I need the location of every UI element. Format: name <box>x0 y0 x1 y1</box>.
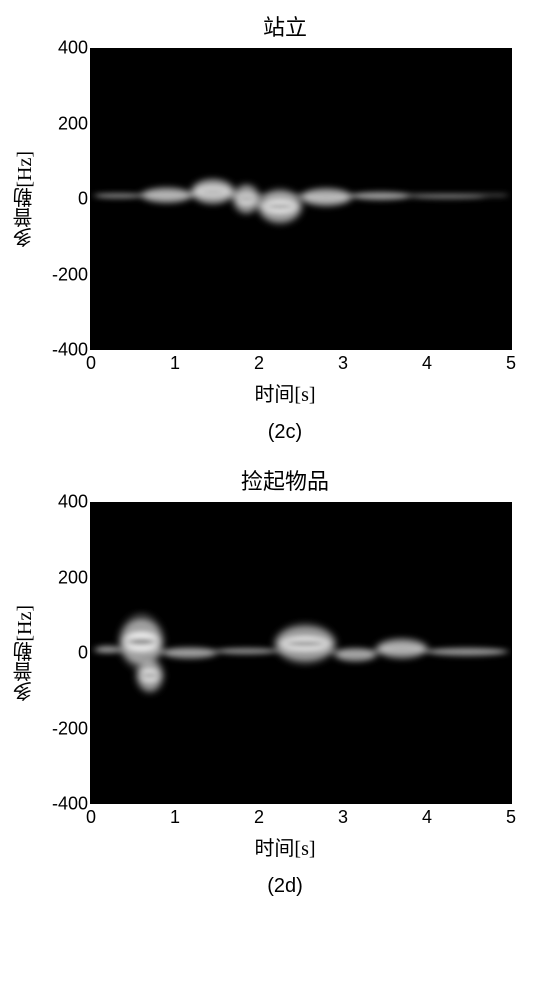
x-tick: 2 <box>254 353 264 374</box>
plot-area: 012345 <box>90 48 512 350</box>
y-axis-label: 多普勒[Hz] <box>10 605 39 702</box>
x-tick: 3 <box>338 353 348 374</box>
y-tick: 400 <box>38 38 88 59</box>
y-axis-label: 多普勒[Hz] <box>10 151 39 248</box>
y-tick: -200 <box>38 264 88 285</box>
y-tick: 200 <box>38 567 88 588</box>
x-tick: 1 <box>170 807 180 828</box>
spectrogram-svg <box>91 503 511 803</box>
spectrogram-panel-c: 站立多普勒[Hz]-400-2000200400012345时间[s](2c) <box>0 0 540 454</box>
y-tick: 0 <box>38 643 88 664</box>
y-tick: 200 <box>38 113 88 134</box>
x-tick: 0 <box>86 353 96 374</box>
y-tick: -200 <box>38 718 88 739</box>
x-tick: 3 <box>338 807 348 828</box>
x-tick: 4 <box>422 353 432 374</box>
x-axis-label: 时间[s] <box>10 832 520 861</box>
x-tick: 5 <box>506 353 516 374</box>
panel-caption: (2d) <box>10 875 520 898</box>
x-tick: 0 <box>86 807 96 828</box>
spectrogram-panel-d: 捡起物品多普勒[Hz]-400-2000200400012345时间[s](2d… <box>0 454 540 908</box>
x-tick: 2 <box>254 807 264 828</box>
x-tick: 1 <box>170 353 180 374</box>
y-tick: 400 <box>38 492 88 513</box>
y-tick: 0 <box>38 189 88 210</box>
spectrogram-svg <box>91 49 511 349</box>
plot-area: 012345 <box>90 502 512 804</box>
x-axis-label: 时间[s] <box>10 378 520 407</box>
x-tick: 4 <box>422 807 432 828</box>
panel-caption: (2c) <box>10 421 520 444</box>
y-tick: -400 <box>38 794 88 815</box>
x-tick: 5 <box>506 807 516 828</box>
y-tick: -400 <box>38 340 88 361</box>
